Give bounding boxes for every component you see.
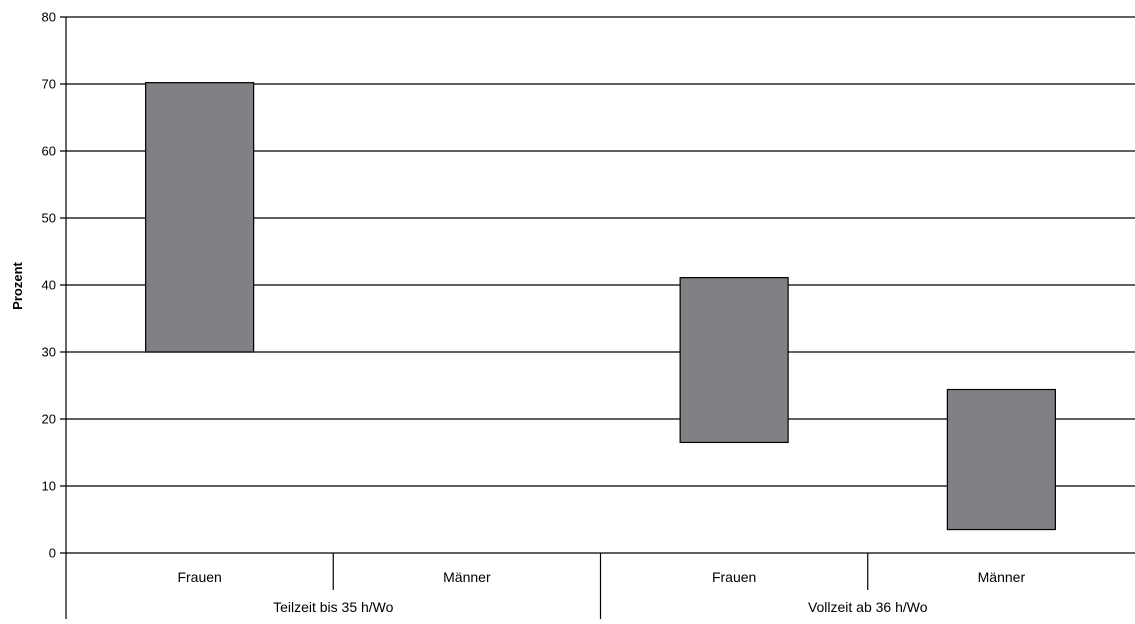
y-tick-label-10: 10 <box>42 479 56 494</box>
x-category-label: Frauen <box>712 569 756 585</box>
x-category-label: Männer <box>443 569 491 585</box>
range-bar <box>946 388 1056 531</box>
y-tick-label-60: 60 <box>42 144 56 159</box>
y-tick-label-20: 20 <box>42 412 56 427</box>
y-tick-label-50: 50 <box>42 211 56 226</box>
x-category-label: Männer <box>978 569 1026 585</box>
range-bar <box>145 82 255 353</box>
y-tick-label-80: 80 <box>42 10 56 25</box>
y-tick-label-30: 30 <box>42 345 56 360</box>
y-axis-title: Prozent <box>10 261 25 309</box>
axis-layer: 0 10 20 30 40 50 60 70 80 Frauen Männer Frauen Männe… <box>42 10 1026 619</box>
range-bar <box>679 277 789 444</box>
x-group-label: Vollzeit ab 36 h/Wo <box>808 599 928 615</box>
y-tick-label-0: 0 <box>49 546 56 561</box>
x-category-label: Frauen <box>177 569 221 585</box>
y-tick-label-70: 70 <box>42 77 56 92</box>
x-group-label: Teilzeit bis 35 h/Wo <box>273 599 394 615</box>
bar-layer <box>145 82 1056 531</box>
y-tick-label-40: 40 <box>42 278 56 293</box>
